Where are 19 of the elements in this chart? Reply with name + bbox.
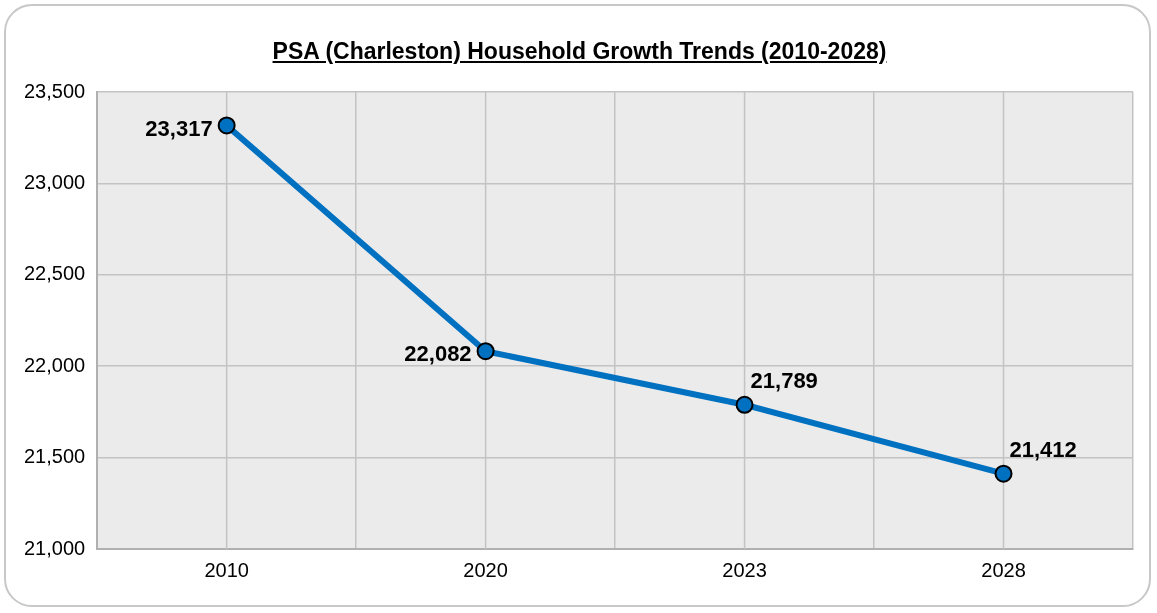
point — [476, 342, 495, 361]
y-tick-label: 23,500 — [24, 79, 86, 102]
point — [994, 464, 1013, 483]
y-tick-label: 23,000 — [24, 170, 86, 193]
y-tick-label: 21,500 — [24, 445, 86, 468]
point — [735, 395, 754, 414]
x-tick-label: 2028 — [981, 558, 1026, 581]
data-label: 21,789 — [750, 367, 818, 393]
x-tick-label: 2010 — [204, 558, 249, 581]
x-tick-label: 2020 — [463, 558, 508, 581]
data-label: 21,412 — [1009, 436, 1077, 462]
x-tick-label: 2023 — [722, 558, 767, 581]
data-label: 23,317 — [145, 115, 213, 141]
chart-title: PSA (Charleston) Household Growth Trends (2010-2028) — [271, 38, 888, 65]
y-tick-label: 22,500 — [24, 262, 86, 285]
y-tick-label: 22,000 — [24, 353, 86, 376]
data-label: 22,082 — [404, 341, 472, 367]
y-tick-label: 21,000 — [24, 536, 86, 559]
point — [217, 116, 236, 135]
